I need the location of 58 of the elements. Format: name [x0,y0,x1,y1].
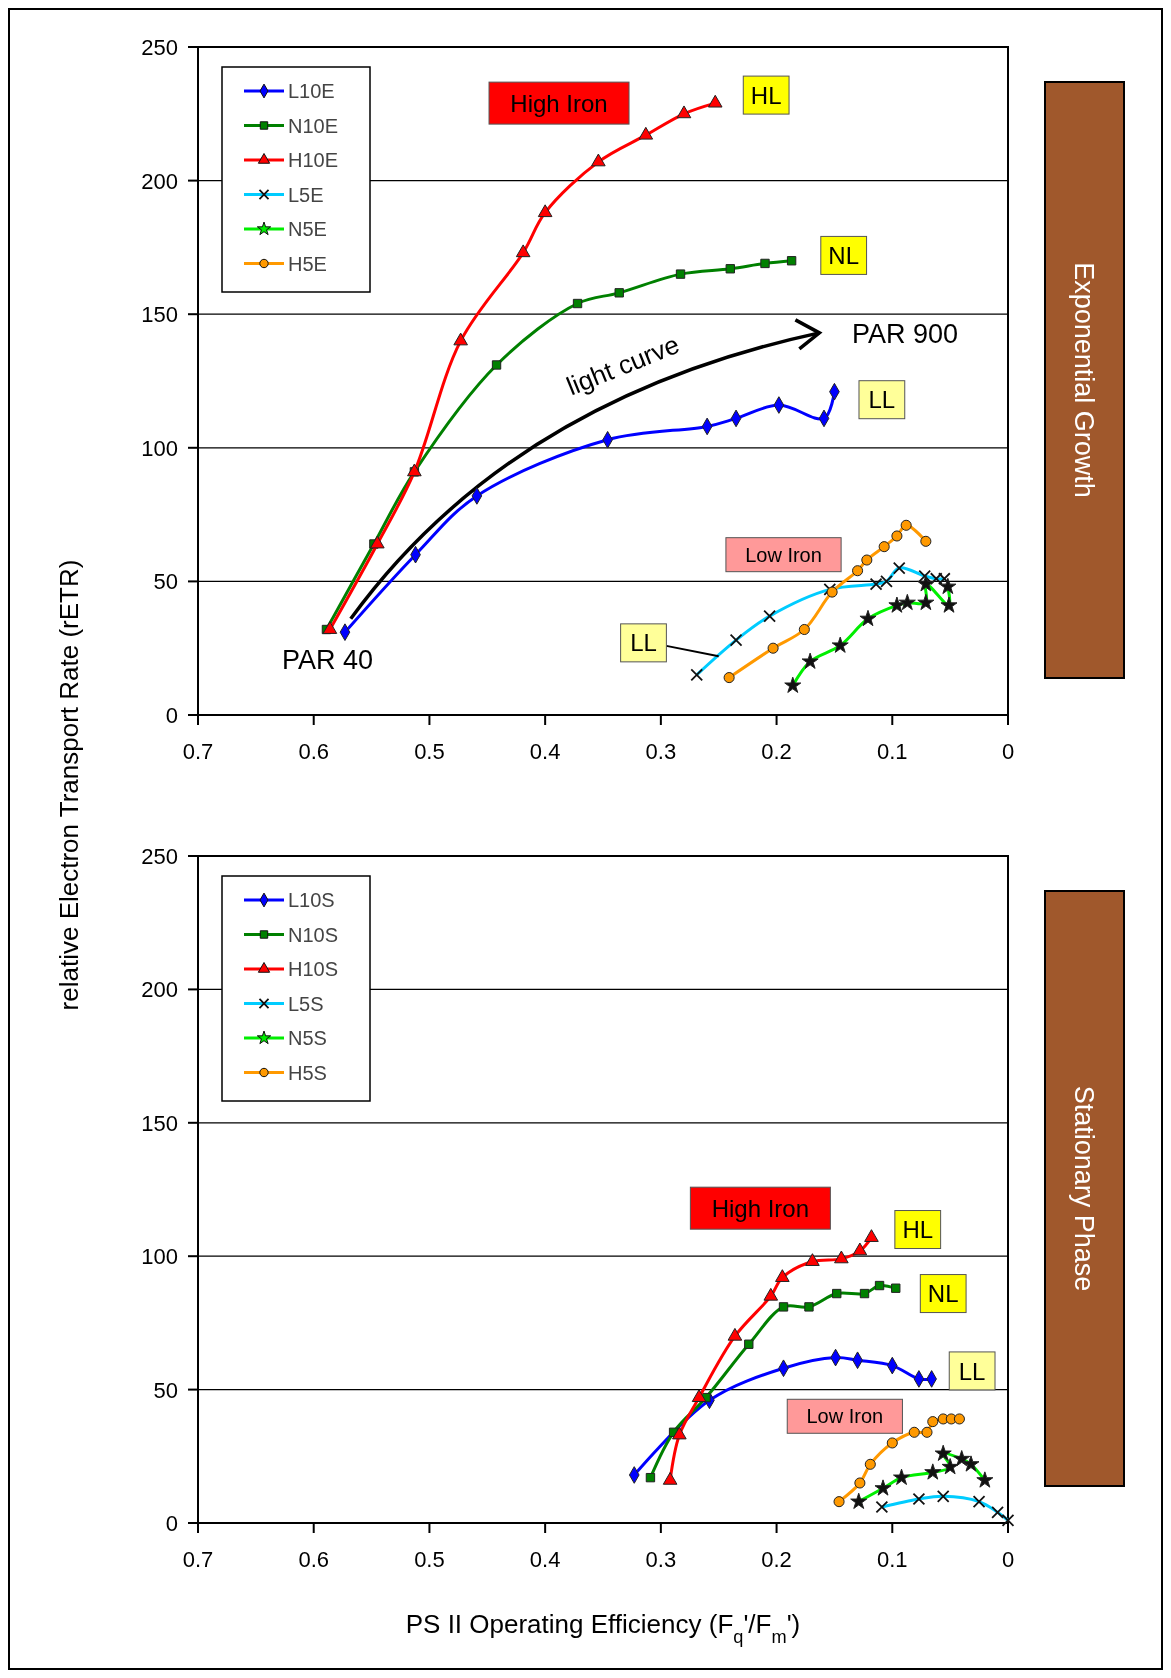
text: Exponential Growth [1068,262,1099,498]
x-tick-label: 0.6 [298,1547,330,1572]
x-tick-label: 0.6 [298,739,330,764]
y-tick-label: 100 [141,435,178,461]
annotation: NL [927,1280,959,1308]
annotation: NL [828,242,860,270]
x-tick-label: 0.2 [761,1547,792,1572]
legend-label: N5S [288,1027,327,1049]
annotation: High Iron [711,1194,810,1222]
annotation: LL [958,1357,986,1385]
legend-label: N10E [288,114,339,137]
x-tick-label: 0.7 [182,1547,214,1572]
legend-label: L10S [288,889,335,911]
y-tick-label: 0 [165,703,178,728]
legend-label: L5E [288,183,324,206]
legend-label: H10S [288,958,339,980]
y-tick-label: 50 [153,1377,178,1403]
legend-label: N10S [288,923,339,946]
legend-label: H5S [288,1061,327,1084]
annotation: LL [630,629,657,657]
annotation: High Iron [510,89,608,117]
annotation: PAR 40 [282,644,374,675]
y-tick-label: 250 [141,844,178,869]
y-tick-label: 200 [141,168,178,194]
x-tick-label: 0 [1001,1547,1015,1572]
x-tick-label: 0.5 [414,739,445,764]
x-tick-label: 0.2 [761,739,792,764]
x-tick-label: 0 [1001,739,1015,764]
y-tick-label: 0 [165,1511,178,1536]
legend-label: N5E [288,218,327,240]
annotation: HL [902,1216,934,1244]
x-tick-label: 0.3 [645,739,677,764]
text: Stationary Phase [1068,1085,1099,1292]
x-tick-label: 0.7 [182,739,214,764]
annotation: HL [750,81,782,109]
x-tick-label: 0.1 [876,739,908,764]
y-tick-label: 50 [153,569,178,595]
x-tick-label: 0.5 [414,1547,445,1572]
y-tick-label: 150 [141,302,178,328]
legend-label: L5S [288,992,324,1015]
y-tick-label: 100 [141,1244,178,1270]
x-tick-label: 0.4 [529,739,561,764]
x-tick-label: 0.3 [645,1547,677,1572]
legend-label: H10E [288,149,339,171]
x-axis-title: PS II Operating Efficiency (F$_{q}$'/F$_{m}$') [405,1609,801,1647]
annotation: Low Iron [806,1405,884,1428]
legend-label: L10E [288,80,335,102]
annotation: light curve [562,329,684,402]
x-tick-label: 0.1 [876,1547,908,1572]
annotation: LL [868,386,896,414]
y-axis-title: relative Electron Transport Rate (rETR) [54,559,84,1011]
y-tick-label: 250 [141,35,178,60]
y-tick-label: 200 [141,977,178,1003]
x-tick-label: 0.4 [529,1547,561,1572]
annotation: PAR 900 [851,318,959,349]
y-tick-label: 150 [141,1110,178,1136]
annotation: Low Iron [745,543,822,566]
legend-label: H5E [288,252,327,275]
